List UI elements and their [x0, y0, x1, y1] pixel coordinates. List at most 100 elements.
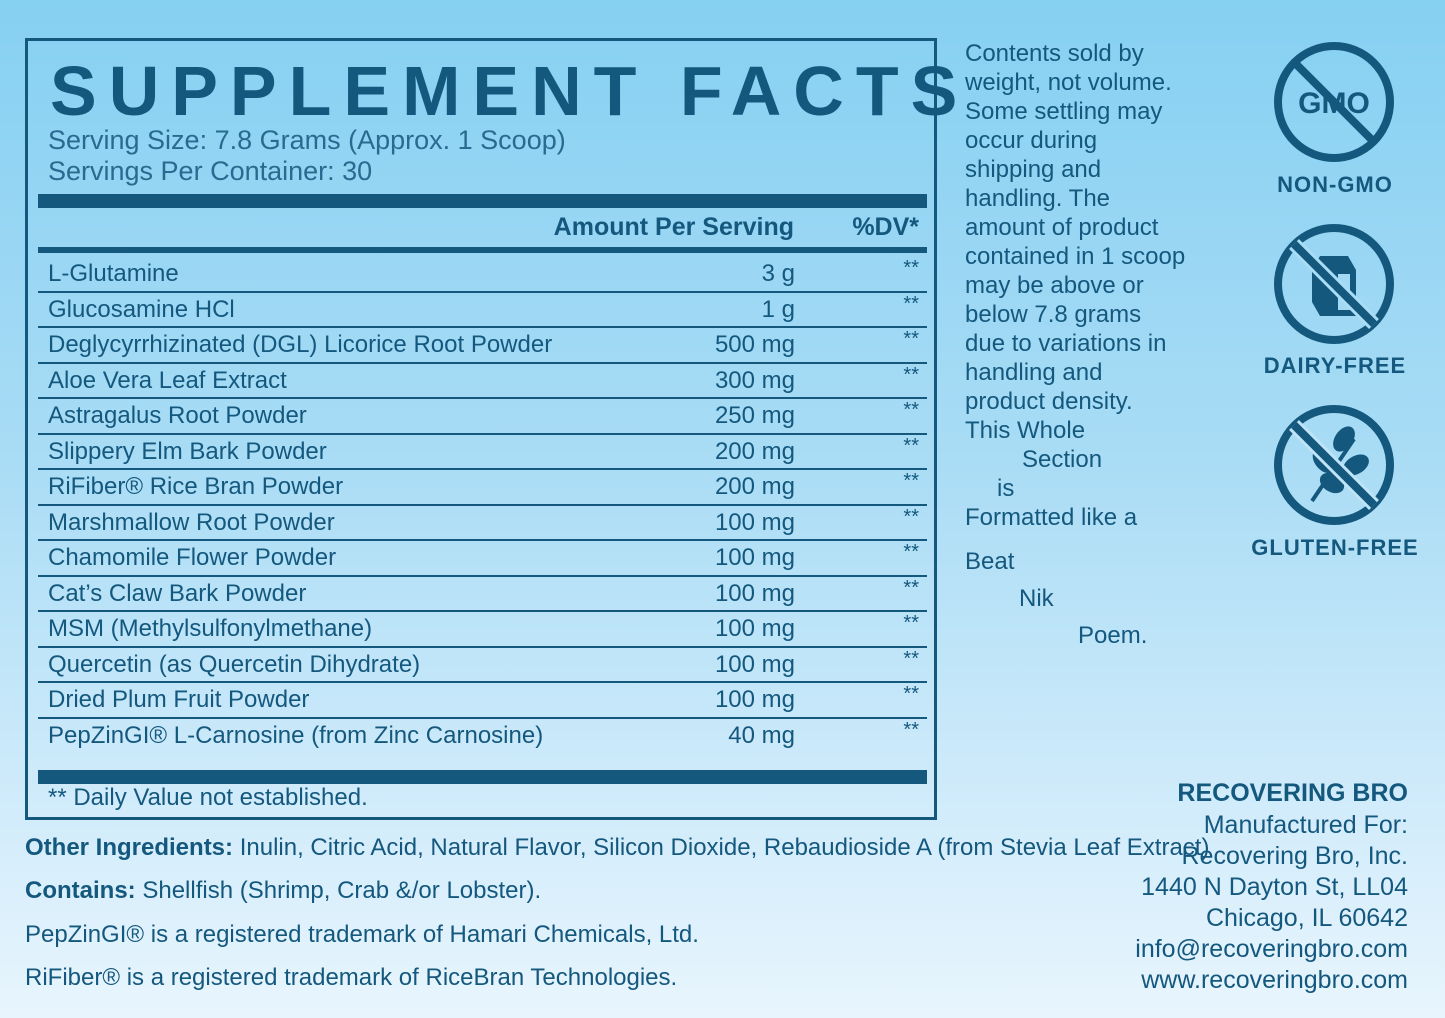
ingredient-amount: 40 mg	[728, 721, 795, 749]
ingredient-amount: 100 mg	[714, 615, 795, 642]
note-line: Formatted like a	[965, 504, 1138, 531]
ingredient-name: Cat’s Claw Bark Powder	[48, 579, 307, 607]
ingredient-name: Aloe Vera Leaf Extract	[48, 366, 287, 394]
ingredient-dv: **	[903, 257, 919, 279]
serving-size: Serving Size: 7.8 Grams (Approx. 1 Scoop…	[48, 125, 566, 155]
divider-header	[38, 247, 927, 253]
trademark-pepzingi: PepZinGI® is a registered trademark of H…	[25, 921, 699, 948]
ingredient-name: L-Glutamine	[48, 260, 179, 287]
note-line: contained in 1 scoop	[965, 243, 1186, 270]
dairy-free-label: DAIRY-FREE	[1263, 353, 1407, 378]
table-row: Deglycyrrhizinated (DGL) Licorice Root P…	[38, 328, 927, 364]
note-line: shipping and	[965, 156, 1102, 183]
table-row: Astragalus Root Powder 250 mg **	[38, 399, 927, 435]
company-address: 1440 N Dayton St, LL04	[1141, 873, 1408, 901]
ingredient-amount: 100 mg	[714, 686, 795, 713]
ingredient-dv: **	[903, 612, 919, 634]
ingredient-name: Quercetin (as Quercetin Dihydrate)	[48, 650, 421, 678]
other-ingredients-label: Other Ingredients:	[25, 834, 234, 861]
table-row: Glucosamine HCl 1 g **	[38, 292, 927, 328]
divider-thick-top	[38, 194, 927, 208]
ingredient-dv: **	[903, 363, 919, 386]
ingredient-dv: **	[903, 683, 919, 705]
servings-per-container: Servings Per Container: 30	[48, 156, 373, 186]
note-line: Beat	[965, 548, 1015, 575]
note-line: product density.	[965, 388, 1133, 415]
table-row: MSM (Methylsulfonylmethane) 100 mg **	[38, 612, 927, 648]
column-header-amount: Amount Per Serving	[553, 213, 794, 241]
note-line: due to variations in	[965, 330, 1167, 357]
ingredient-dv: **	[903, 470, 919, 492]
no-gmo-icon: GMO	[1274, 42, 1394, 162]
note-line: amount of product	[965, 214, 1159, 241]
table-row: RiFiber® Rice Bran Powder 200 mg **	[38, 470, 927, 506]
ingredient-name: Marshmallow Root Powder	[48, 508, 335, 536]
ingredient-name: Chamomile Flower Powder	[48, 544, 337, 571]
ingredient-name: MSM (Methylsulfonylmethane)	[48, 615, 373, 642]
note-line: Section	[1022, 446, 1103, 473]
ingredient-dv: **	[903, 718, 919, 741]
company-city: Chicago, IL 60642	[1205, 904, 1408, 932]
note-line: may be above or	[965, 272, 1144, 299]
company-website: www.recoveringbro.com	[1141, 966, 1408, 994]
note-line: handling. The	[965, 185, 1111, 212]
company-legal-name: Recovering Bro, Inc.	[1181, 842, 1409, 870]
non-gmo-label: NON-GMO	[1277, 172, 1393, 197]
ingredient-amount: 200 mg	[714, 437, 795, 465]
note-line: Nik	[1019, 585, 1054, 612]
ingredient-amount: 500 mg	[714, 331, 795, 358]
contains-label: Contains:	[25, 877, 136, 904]
contains-text: Shellfish (Shrimp, Crab &/or Lobster).	[135, 877, 542, 904]
note-line: below 7.8 grams	[965, 301, 1142, 328]
ingredient-amount: 200 mg	[714, 473, 795, 500]
other-ingredients: Other Ingredients: Inulin, Citric Acid, …	[25, 834, 1209, 862]
allergen-statement: Contains: Shellfish (Shrimp, Crab &/or L…	[25, 877, 541, 905]
note-line: occur during	[965, 127, 1098, 154]
ingredient-amount: 100 mg	[714, 579, 795, 607]
ingredient-dv: **	[903, 434, 919, 457]
company-name: RECOVERING BRO	[1177, 779, 1408, 807]
note-line: is	[997, 475, 1015, 502]
manufactured-for: Manufactured For:	[1203, 811, 1408, 839]
ingredient-dv: **	[903, 292, 919, 315]
other-ingredients-text: Inulin, Citric Acid, Natural Flavor, Sil…	[233, 834, 1210, 861]
table-row: Marshmallow Root Powder 100 mg **	[38, 505, 927, 541]
ingredient-dv: **	[903, 505, 919, 528]
table-row: Chamomile Flower Powder 100 mg **	[38, 541, 927, 577]
ingredient-name: Deglycyrrhizinated (DGL) Licorice Root P…	[48, 331, 553, 358]
ingredient-amount: 1 g	[761, 295, 795, 323]
ingredient-dv: **	[903, 399, 919, 421]
ingredient-amount: 3 g	[761, 260, 795, 287]
dv-footnote: ** Daily Value not established.	[48, 784, 368, 811]
table-row: Aloe Vera Leaf Extract 300 mg **	[38, 363, 927, 399]
ingredient-dv: **	[903, 647, 919, 670]
supplement-facts-panel: SUPPLEMENT FACTS Serving Size: 7.8 Grams…	[25, 38, 957, 820]
ingredient-table: L-Glutamine 3 g ** Glucosamine HCl 1 g ** De…	[38, 257, 927, 754]
table-row: PepZinGI® L-Carnosine (from Zinc Carnosi…	[38, 719, 927, 755]
divider-thick-bottom	[38, 770, 927, 784]
note-line: Poem.	[1078, 622, 1148, 649]
ingredient-dv: **	[903, 541, 919, 563]
gluten-free-label: GLUTEN-FREE	[1251, 535, 1419, 560]
ingredient-dv: **	[903, 576, 919, 599]
ingredient-name: Glucosamine HCl	[48, 295, 235, 323]
table-row: Cat’s Claw Bark Powder 100 mg **	[38, 576, 927, 612]
ingredient-amount: 100 mg	[714, 650, 795, 678]
note-line: weight, not volume.	[965, 69, 1172, 96]
ingredient-name: Astragalus Root Powder	[48, 402, 307, 429]
note-line: This Whole	[965, 417, 1086, 444]
table-row: Dried Plum Fruit Powder 100 mg **	[38, 683, 927, 719]
ingredient-name: PepZinGI® L-Carnosine (from Zinc Carnosi…	[48, 721, 544, 749]
note-line: Some settling may	[965, 98, 1163, 125]
ingredient-name: Dried Plum Fruit Powder	[48, 686, 310, 713]
facts-title: SUPPLEMENT FACTS	[50, 52, 970, 130]
note-line: handling and	[965, 359, 1103, 386]
note-line: Contents sold by	[965, 40, 1144, 67]
ingredient-amount: 300 mg	[714, 366, 795, 394]
company-email: info@recoveringbro.com	[1135, 935, 1408, 963]
ingredient-name: RiFiber® Rice Bran Powder	[48, 473, 344, 500]
ingredient-dv: **	[903, 328, 919, 350]
ingredient-amount: 100 mg	[714, 508, 795, 536]
trademark-rifiber: RiFiber® is a registered trademark of Ri…	[25, 964, 678, 991]
table-row: Quercetin (as Quercetin Dihydrate) 100 mg…	[38, 647, 927, 683]
